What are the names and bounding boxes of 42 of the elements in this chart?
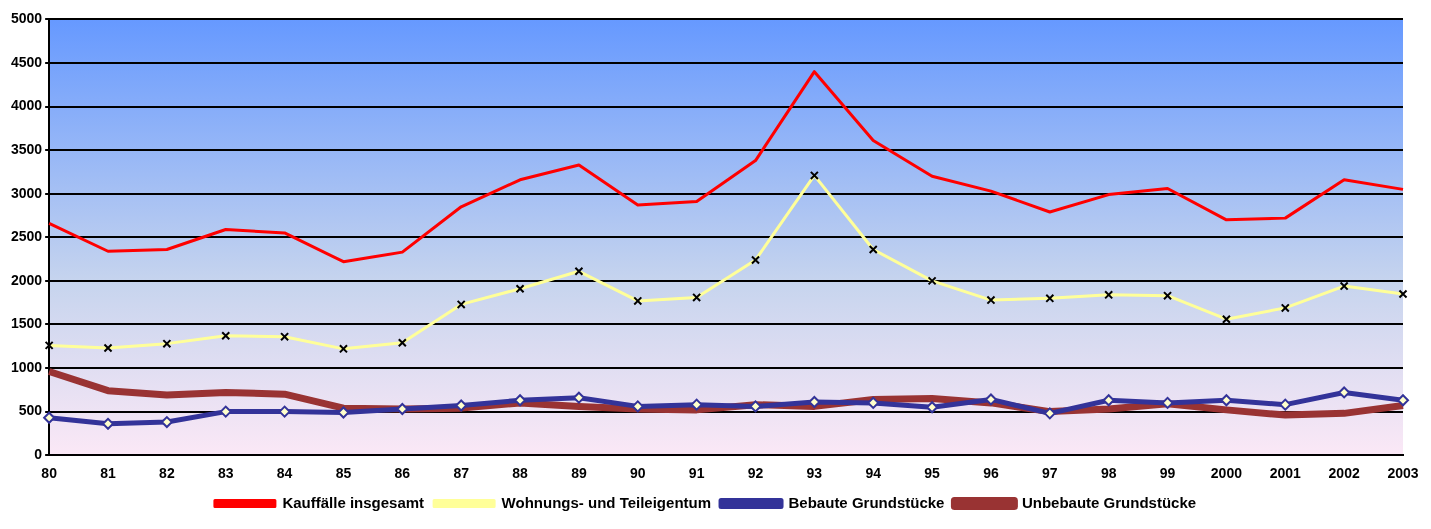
y-tick-label: 0 xyxy=(34,446,43,463)
y-tick-label: 2000 xyxy=(10,271,43,288)
y-tick-label: 3500 xyxy=(10,141,43,157)
legend-label: Bebaute Grundstücke xyxy=(788,493,945,511)
x-tick-label: 92 xyxy=(747,465,764,482)
x-tick-label: 97 xyxy=(1042,465,1058,482)
x-tick-label: 93 xyxy=(806,465,823,482)
x-tick-label: 99 xyxy=(1159,465,1176,482)
y-tick-label: 4000 xyxy=(10,97,43,114)
x-tick-label: 98 xyxy=(1100,465,1117,482)
legend-label: Kauffälle insgesamt xyxy=(282,493,425,511)
x-tick-label: 90 xyxy=(629,465,646,482)
x-tick-label: 82 xyxy=(159,465,175,482)
y-tick-label: 5000 xyxy=(10,10,43,27)
x-tick-label: 84 xyxy=(276,465,293,482)
x-tick-label: 91 xyxy=(688,465,705,482)
y-tick-label: 500 xyxy=(18,402,43,419)
x-tick-label: 94 xyxy=(865,465,882,482)
point xyxy=(1279,398,1292,411)
x-tick-label: 81 xyxy=(100,465,116,482)
point xyxy=(1043,407,1056,420)
x-tick-label: 95 xyxy=(924,465,941,482)
point xyxy=(1397,394,1409,407)
x-tick-label: 85 xyxy=(335,465,352,482)
x-tick-label: 80 xyxy=(41,465,58,482)
x-tick-label: 96 xyxy=(983,465,999,482)
legend-label: Wohnungs- und Teileigentum xyxy=(501,493,712,511)
x-tick-label: 2002 xyxy=(1328,465,1360,482)
x-tick-label: 83 xyxy=(217,465,234,482)
y-tick-label: 2500 xyxy=(10,228,43,245)
y-tick-label: 4500 xyxy=(10,53,43,70)
x-tick-label: 2001 xyxy=(1269,465,1302,482)
x-tick-label: 86 xyxy=(394,465,411,482)
x-tick-label: 87 xyxy=(453,465,470,482)
y-tick-label: 1500 xyxy=(10,315,43,332)
y-tick-label: 3000 xyxy=(10,184,43,201)
x-tick-label: 2003 xyxy=(1387,465,1419,482)
x-tick-label: 89 xyxy=(571,465,587,482)
x-tick-label: 88 xyxy=(512,465,529,482)
legend-label: Unbebaute Grundstücke xyxy=(1021,493,1197,511)
x-tick-label: 2000 xyxy=(1210,465,1243,482)
y-tick-label: 1000 xyxy=(10,358,43,375)
